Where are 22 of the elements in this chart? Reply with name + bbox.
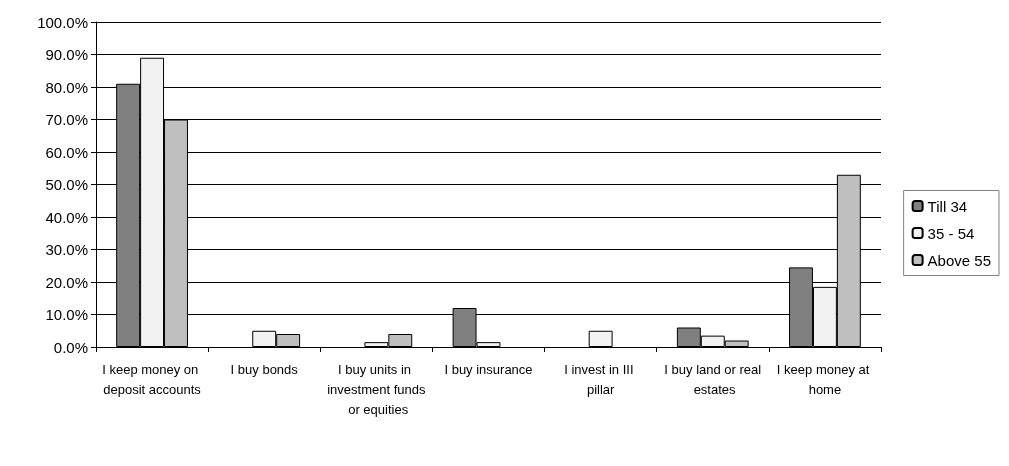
x-tick-label: I buy bonds bbox=[230, 361, 299, 377]
x-tick-label: I keep money at home bbox=[776, 361, 873, 397]
bar bbox=[588, 330, 613, 347]
x-tick-label: I buy insurance bbox=[444, 361, 533, 377]
legend-label: 35 - 54 bbox=[927, 224, 975, 242]
y-tick-label: 100.0% bbox=[37, 13, 88, 31]
y-tick-label: 90.0% bbox=[45, 46, 88, 63]
y-tick-label: 70.0% bbox=[45, 111, 88, 128]
y-tick-label: 60.0% bbox=[45, 143, 88, 161]
y-tick-label: 30.0% bbox=[45, 241, 88, 258]
y-tick-label: 40.0% bbox=[45, 208, 88, 226]
x-tick-label: I buy land or real estates bbox=[664, 361, 762, 397]
y-tick-label: 50.0% bbox=[45, 176, 88, 193]
x-tick-label: I buy units in investment funds or equities bbox=[327, 361, 426, 417]
y-tick-label: 20.0% bbox=[45, 273, 88, 291]
y-tick-label: 10.0% bbox=[45, 306, 88, 323]
y-tick-label: 80.0% bbox=[45, 78, 88, 96]
x-tick-label: I invest in III pillar bbox=[564, 361, 638, 397]
legend-label: Above 55 bbox=[927, 251, 992, 269]
y-tick-label: 0.0% bbox=[53, 338, 88, 356]
legend-label: Till 34 bbox=[927, 197, 968, 215]
x-tick-label: I keep money on deposit accounts bbox=[102, 361, 202, 397]
